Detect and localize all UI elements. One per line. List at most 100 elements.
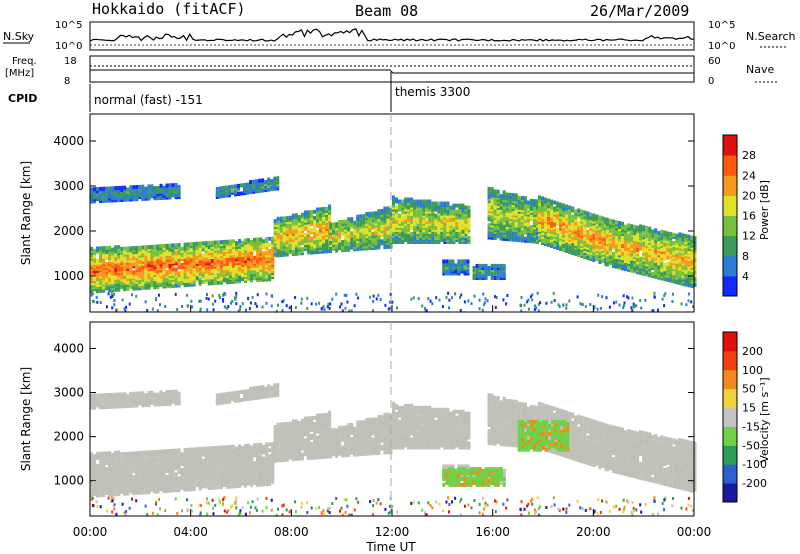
power-cell <box>386 210 390 215</box>
power-cell <box>258 189 262 193</box>
power-cell <box>247 240 250 245</box>
power-cell <box>318 301 321 305</box>
power-cell <box>481 308 484 312</box>
power-cell <box>544 197 547 202</box>
velocity-cell <box>162 449 166 454</box>
power-cell <box>553 200 557 205</box>
power-cell <box>141 184 145 189</box>
power-cell <box>413 203 417 208</box>
power-cell <box>502 212 506 217</box>
power-cell <box>636 266 640 271</box>
power-cell <box>267 177 271 182</box>
power-cell <box>216 244 220 249</box>
power-cell <box>467 299 470 303</box>
velocity-cell <box>99 477 103 482</box>
power-cell <box>577 232 581 237</box>
power-cell <box>434 225 438 230</box>
power-cell <box>541 228 544 233</box>
power-cell <box>111 288 115 293</box>
power-cell <box>219 254 223 259</box>
power-cell <box>437 203 441 208</box>
power-cell <box>559 218 563 223</box>
power-cell <box>608 228 612 233</box>
power-cell <box>541 196 544 201</box>
power-cell <box>636 258 640 263</box>
power-cell <box>651 233 655 238</box>
power-cell <box>250 242 254 247</box>
power-cell <box>618 247 621 252</box>
velocity-cell <box>153 481 157 486</box>
power-cell <box>270 179 274 184</box>
power-cell <box>496 232 500 237</box>
power-cell <box>419 199 423 204</box>
power-cell <box>618 231 621 236</box>
power-cell <box>380 215 384 219</box>
power-cell <box>132 282 136 287</box>
velocity-cell <box>168 456 172 461</box>
power-cell <box>601 242 605 247</box>
velocity-cell <box>165 475 169 479</box>
power-cell <box>621 248 624 253</box>
power-cell <box>605 217 609 222</box>
power-cell <box>171 263 175 268</box>
power-cell <box>553 241 557 245</box>
power-cell <box>442 269 446 274</box>
power-cell <box>454 263 458 268</box>
power-cell <box>627 296 630 300</box>
power-cell <box>180 246 184 251</box>
power-cell <box>494 306 497 309</box>
power-cell <box>687 277 691 282</box>
power-cell <box>126 250 130 255</box>
power-cell <box>460 267 464 272</box>
power-cell <box>123 246 127 251</box>
power-cell <box>113 292 115 296</box>
power-cell <box>565 212 569 217</box>
power-cell <box>256 263 260 268</box>
power-cell <box>511 197 515 202</box>
power-cell <box>353 247 357 252</box>
power-cell <box>487 265 491 270</box>
power-cell <box>159 183 163 188</box>
power-cell <box>681 239 685 244</box>
power-cell <box>592 245 596 250</box>
power-cell <box>219 252 223 257</box>
power-cell <box>276 220 280 225</box>
power-cell <box>303 236 307 241</box>
power-cell <box>490 195 494 200</box>
power-cell <box>583 210 587 215</box>
power-cell <box>541 200 544 205</box>
power-cell <box>147 263 151 268</box>
power-cell <box>559 202 563 207</box>
power-cell <box>198 253 202 258</box>
power-cell <box>218 186 222 191</box>
power-cell <box>294 233 298 238</box>
power-cell <box>398 203 401 208</box>
power-cell <box>146 309 149 312</box>
power-cell <box>319 213 322 218</box>
power-cell <box>437 238 441 242</box>
power-cell <box>547 198 550 203</box>
power-cell <box>407 238 411 242</box>
power-cell <box>684 234 688 238</box>
power-cell <box>523 208 527 213</box>
power-cell <box>666 231 670 236</box>
power-cell <box>231 279 235 284</box>
power-cell <box>651 249 655 254</box>
power-cell <box>322 217 325 222</box>
power-cell <box>520 230 524 235</box>
power-cell <box>519 303 522 307</box>
power-cell <box>681 247 685 252</box>
power-cell <box>111 306 114 310</box>
power-cell <box>633 224 637 229</box>
power-cell <box>514 203 518 208</box>
power-cell <box>132 246 136 251</box>
power-cell <box>356 222 360 227</box>
power-cell <box>147 277 151 282</box>
power-cell <box>270 294 273 298</box>
power-cell <box>377 231 381 236</box>
velocity-cell <box>159 477 163 482</box>
power-cell <box>231 299 234 303</box>
nave-label: Nave <box>746 63 774 76</box>
power-cell <box>586 229 590 234</box>
